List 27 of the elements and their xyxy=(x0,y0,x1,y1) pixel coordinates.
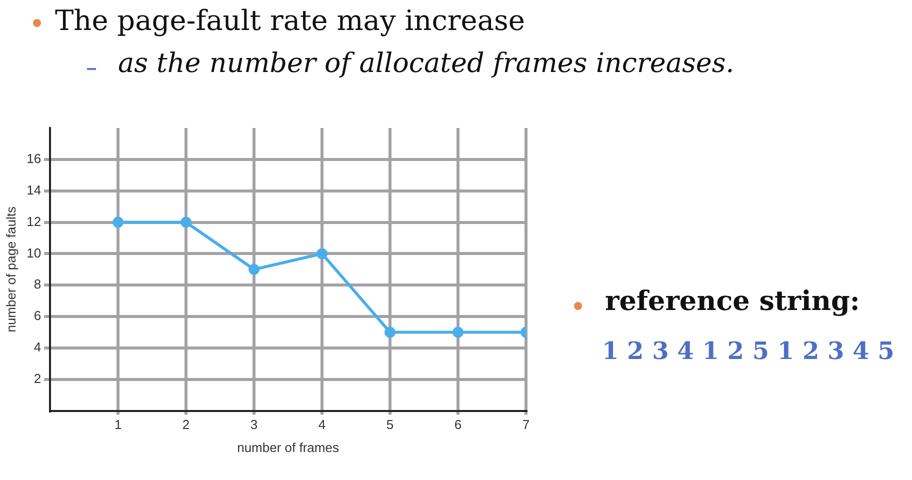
chart-title: The page-fault rate may increase xyxy=(55,4,525,37)
x-tick-label: 2 xyxy=(182,417,190,432)
x-tick-label: 3 xyxy=(250,417,258,432)
text: reference string: xyxy=(605,286,860,317)
y-tick-label: 12 xyxy=(26,214,42,229)
x-tick-label: 5 xyxy=(386,417,394,432)
point xyxy=(248,264,260,275)
point xyxy=(452,326,464,338)
y-tick-label: 14 xyxy=(26,182,42,198)
point xyxy=(316,248,328,260)
x-tick-label: 7 xyxy=(522,417,530,432)
point xyxy=(112,216,124,228)
point xyxy=(384,326,396,338)
point xyxy=(180,216,192,228)
chart-subtitle: as the number of allocated frames increases. xyxy=(118,48,734,79)
y-axis-title: number of page faults xyxy=(3,206,18,332)
y-tick-label: 2 xyxy=(34,370,42,386)
y-tick-label: 16 xyxy=(26,151,42,166)
x-tick-label: 6 xyxy=(454,417,462,432)
y-tick-label: 4 xyxy=(34,340,42,355)
x-tick-label: 4 xyxy=(318,417,326,432)
text: 1 2 3 4 1 2 5 1 2 3 4 5 xyxy=(602,336,894,365)
y-tick-label: 6 xyxy=(34,308,42,324)
y-tick-label: 10 xyxy=(26,245,42,260)
x-axis-title: number of frames xyxy=(237,440,340,455)
x-tick-label: 1 xyxy=(114,417,122,432)
y-tick-label: 8 xyxy=(34,276,42,292)
